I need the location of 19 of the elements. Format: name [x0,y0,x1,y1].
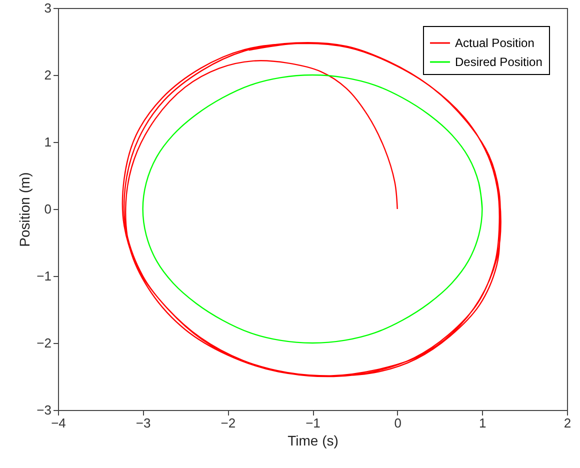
y-tick-label: −2 [36,336,52,350]
x-tick-label: −2 [220,416,236,430]
y-tick-label: 1 [44,134,52,150]
x-tick-label: −4 [51,416,66,430]
y-tick-label: 0 [44,202,52,216]
x-tick-label: −1 [306,416,320,430]
y-tick-label: −1 [36,268,52,284]
x-axis-title: Time (s) [288,432,338,448]
legend-label: Actual Position [455,36,534,50]
x-tick-label: 2 [564,416,572,430]
y-axis-title: Position (m) [16,172,33,247]
x-tick-label: 1 [479,416,486,430]
x-tick-label: 0 [394,416,402,430]
x-tick-label: −3 [136,416,151,430]
line-series [142,74,483,344]
legend-label: Desired Position [455,55,542,69]
y-tick-label: 3 [44,0,52,16]
y-tick-label: −3 [36,402,52,418]
y-tick-label: 2 [44,68,52,82]
